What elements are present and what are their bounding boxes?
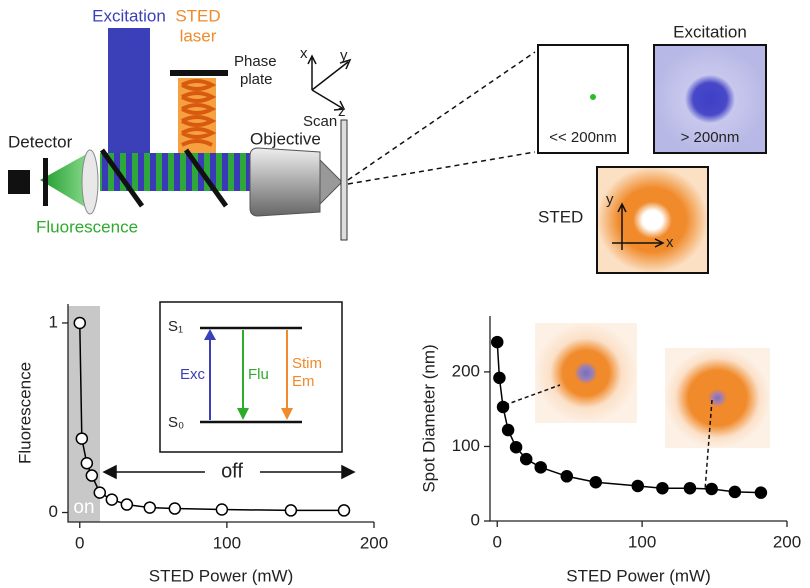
x-tick-label: 0 [493, 532, 502, 551]
data-point [492, 337, 503, 348]
label: Excitation [92, 6, 166, 25]
sample [341, 120, 347, 240]
x-tick-label: 100 [213, 533, 241, 552]
label: Scan [303, 113, 337, 130]
y-axis-label: Fluorescence [15, 362, 34, 464]
data-point [561, 471, 572, 482]
data-point [511, 442, 522, 453]
zoom-lines [348, 52, 535, 184]
data-point [216, 504, 227, 515]
data-point [590, 477, 601, 488]
annotation: off [221, 460, 243, 482]
label: STED [538, 207, 583, 226]
label: Stim [292, 355, 322, 372]
label: << 200nm [549, 129, 617, 146]
data-point [94, 487, 105, 498]
label: S₀ [168, 414, 184, 431]
x-axis-label: STED Power (mW) [149, 566, 294, 585]
data-point [81, 458, 92, 469]
label: Objective [250, 129, 321, 148]
label: laser [111, 26, 148, 45]
label: x [666, 234, 674, 251]
objective [250, 148, 320, 216]
y-tick-label: 1 [49, 312, 58, 331]
x-tick-label: 100 [628, 532, 656, 551]
label: > 200nm [681, 129, 740, 146]
y-tick-label: 0 [49, 502, 58, 521]
annotation: on [73, 497, 94, 518]
label: Em [292, 373, 315, 390]
data-point [338, 505, 349, 516]
data-point [706, 483, 717, 494]
x-tick-label: 0 [75, 533, 84, 552]
data-point [144, 502, 155, 513]
label: Flu [248, 366, 269, 383]
y-tick-label: 100 [452, 436, 480, 455]
label: y [340, 47, 348, 64]
label: z [338, 103, 346, 120]
label: Exc [180, 366, 206, 383]
spot [590, 94, 596, 100]
data-point [74, 317, 85, 328]
data-point [755, 487, 766, 498]
x-axis-label: STED Power (mW) [566, 566, 711, 585]
figure: Excitation laser STED laser Phase plate … [0, 0, 810, 588]
data-point [632, 480, 643, 491]
panel-sted [597, 167, 708, 273]
x-tick-label: 200 [360, 533, 388, 552]
fluorescence-chart: on off S₁ S₀ Exc Flu Stim Em 0 100 200 0 1 ST… [15, 302, 388, 585]
filter [43, 158, 48, 206]
data-point [535, 462, 546, 473]
x-tick-label: 200 [773, 532, 801, 551]
data-point [106, 494, 117, 505]
data-point [684, 483, 695, 494]
data-point [494, 372, 505, 383]
label: plate [240, 71, 273, 88]
detector [8, 170, 30, 194]
y-tick-label: 0 [471, 510, 480, 529]
data-point [86, 470, 97, 481]
data-point [657, 483, 668, 494]
y-tick-label: 200 [452, 361, 480, 380]
data-point [521, 454, 532, 465]
label: Phase [234, 53, 277, 70]
label: x [300, 45, 308, 62]
label: Detector [8, 132, 73, 151]
setup-diagram: Excitation laser STED laser Phase plate … [8, 6, 766, 273]
spot-chart: 0 100 200 0 100 200 STED Power (mW) Spot Diamet… [419, 316, 801, 585]
label: laser [180, 26, 217, 45]
psf-image [665, 348, 770, 448]
label: STED [175, 6, 220, 25]
data-point [121, 499, 132, 510]
label: Excitation [673, 22, 747, 41]
label: y [606, 191, 614, 208]
scan-axes [308, 56, 350, 110]
label: Fluorescence [36, 217, 138, 236]
data-point [285, 505, 296, 516]
y-axis-label: Spot Diameter (nm) [419, 344, 438, 492]
data-point [498, 401, 509, 412]
data-point [169, 503, 180, 514]
objective-tip [320, 160, 342, 204]
data-point [503, 425, 514, 436]
phase-plate [170, 70, 228, 76]
label: S₁ [168, 318, 183, 335]
data-point [76, 433, 87, 444]
data-point [729, 486, 740, 497]
lens [82, 150, 98, 214]
excitation-beam [108, 28, 150, 153]
psf-image [535, 323, 637, 423]
combined-beam [100, 153, 255, 191]
